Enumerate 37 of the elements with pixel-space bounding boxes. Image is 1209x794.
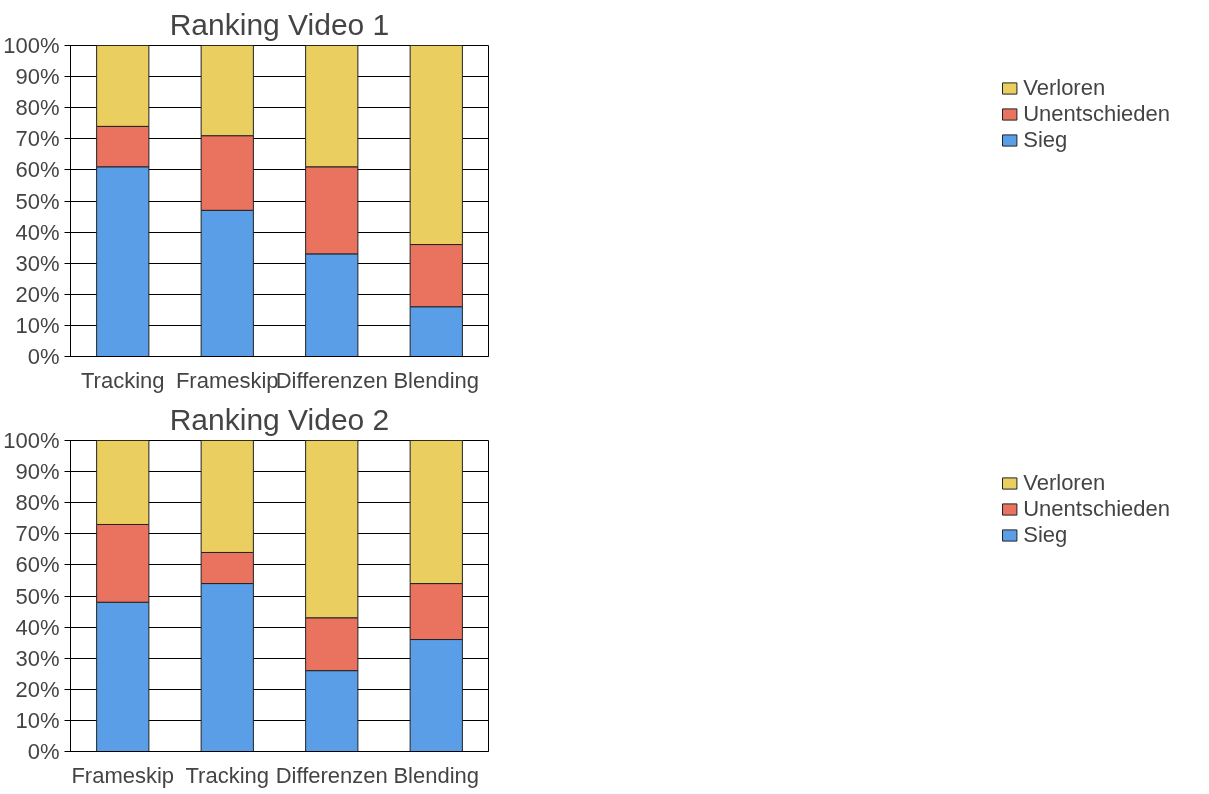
y-tick-label: 40% (15, 219, 60, 245)
y-tick-label: 10% (15, 707, 60, 733)
y-tick-label: 90% (15, 459, 60, 485)
legend-label: Unentschieden (1023, 496, 1170, 522)
x-tick-label: Frameskip (71, 762, 175, 788)
x-tick-label: Tracking (185, 762, 270, 788)
x-tick-label: Differenzen (275, 762, 388, 788)
y-tick-label: 90% (15, 64, 60, 90)
y-tick-label: 60% (15, 157, 60, 183)
x-tick-label: Frameskip (175, 367, 279, 393)
y-tick-label: 30% (15, 250, 60, 276)
y-tick-label: 100% (3, 428, 60, 453)
x-tick-label: Tracking (80, 367, 165, 393)
y-tick-label: 0% (27, 739, 60, 764)
legend-label: Verloren (1023, 75, 1106, 101)
y-tick-label: 70% (15, 521, 60, 547)
legend-label: Unentschieden (1023, 101, 1170, 127)
x-tick-label: Blending (393, 762, 480, 788)
y-tick-label: 10% (15, 312, 60, 338)
y-tick-label: 80% (15, 490, 60, 516)
legend-label: Verloren (1023, 470, 1106, 496)
y-tick-label: 30% (15, 645, 60, 671)
y-tick-label: 70% (15, 126, 60, 152)
y-tick-label: 20% (15, 281, 60, 307)
chart-title: Ranking Video 1 (169, 7, 390, 41)
y-tick-label: 80% (15, 95, 60, 121)
y-tick-label: 50% (15, 188, 60, 214)
y-tick-label: 40% (15, 614, 60, 640)
y-tick-label: 100% (3, 33, 60, 58)
legend-label: Sieg (1023, 522, 1068, 548)
y-tick-label: 50% (15, 583, 60, 609)
chart-title: Ranking Video 2 (169, 402, 390, 436)
x-tick-label: Blending (393, 367, 480, 393)
y-tick-label: 0% (27, 344, 60, 369)
y-tick-label: 20% (15, 676, 60, 702)
y-tick-label: 60% (15, 552, 60, 578)
legend-label: Sieg (1023, 127, 1068, 153)
